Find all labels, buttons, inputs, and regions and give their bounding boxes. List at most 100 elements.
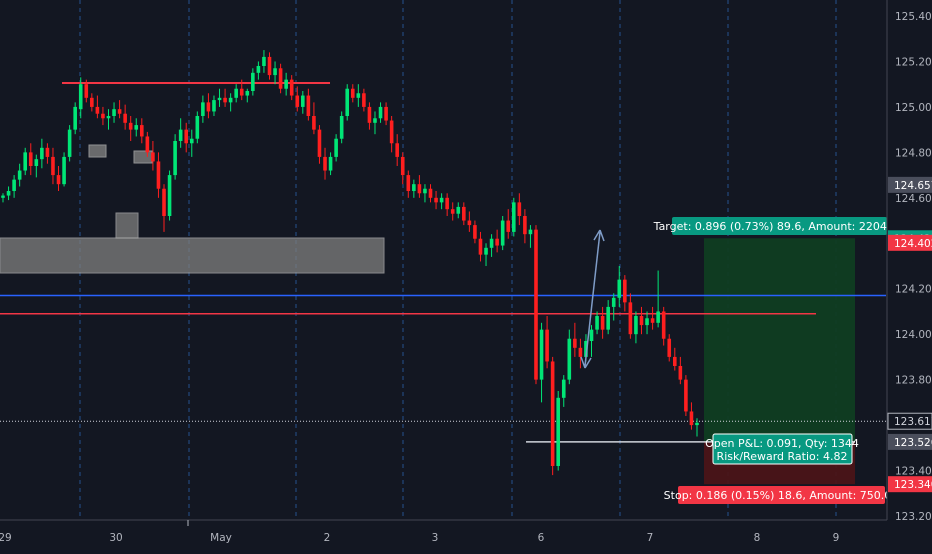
bearish-candle [445, 197, 449, 210]
price-tick-label: 123.400 [895, 466, 932, 478]
price-tick-label: 124.600 [895, 193, 932, 205]
bullish-candle [217, 97, 222, 101]
price-label: 124.657 [894, 180, 932, 192]
bearish-candle [312, 116, 316, 130]
time-tick-label: 3 [432, 532, 439, 544]
bearish-candle [428, 188, 433, 198]
bearish-candle [417, 184, 422, 194]
price-tick-label: 124.200 [895, 284, 932, 296]
bullish-candle [589, 329, 594, 341]
last-price-label-bg [887, 412, 932, 430]
bearish-candle [406, 175, 411, 191]
bearish-candle [689, 411, 694, 426]
bearish-candle [389, 120, 394, 144]
bullish-candle [78, 84, 83, 110]
time-tick-label: 29 [0, 532, 12, 544]
bullish-candle [373, 118, 377, 123]
price-axis[interactable]: 125.400 125.200 125.000 124.800 124.600 124.4… [886, 0, 932, 550]
pnl-label-bg [712, 433, 853, 465]
bearish-candle [350, 88, 355, 98]
bearish-candle [667, 338, 672, 357]
bullish-candle [511, 202, 516, 232]
bullish-candle [284, 79, 288, 89]
bearish-candle [45, 147, 50, 157]
bullish-candle [6, 191, 11, 196]
bearish-candle [56, 175, 61, 185]
bearish-candle [151, 152, 155, 162]
bullish-candle [234, 88, 238, 98]
bearish-candle [573, 338, 577, 348]
price-tick-label: 123.800 [895, 375, 932, 387]
pnl-label-line2: Risk/Reward Ratio: 4.82 [717, 450, 848, 463]
bearish-candle [495, 238, 499, 246]
support-resistance-zones [0, 144, 385, 274]
bearish-candle [623, 279, 627, 303]
time-axis-bg [0, 520, 887, 550]
bearish-candle [506, 220, 511, 232]
bullish-candle [595, 316, 599, 330]
bullish-candle [439, 197, 444, 203]
bearish-candle [628, 302, 633, 335]
bullish-candle [484, 247, 488, 255]
zone-small-box [88, 144, 107, 158]
target-label: Target: 0.896 (0.73%) 89.6, Amount: 2204… [653, 220, 905, 233]
bearish-candle [639, 316, 644, 326]
bullish-candle [617, 279, 622, 298]
arrow-head-bottom [580, 356, 592, 369]
stop-label: Stop: 0.186 (0.15%) 18.6, Amount: 750.02 [664, 489, 899, 502]
bearish-candle [473, 225, 477, 239]
arrow-line [584, 231, 601, 367]
bearish-candle [206, 102, 211, 112]
bearish-candle [239, 88, 244, 96]
time-tick-label: 9 [833, 532, 840, 544]
bullish-candle [301, 95, 305, 107]
bullish-candle [1, 195, 5, 198]
price-axis-bg [887, 0, 932, 550]
price-tick-label: 124.800 [895, 147, 932, 159]
bearish-candle [395, 143, 399, 157]
bearish-candle [661, 311, 666, 339]
price-label: 123.526 [894, 437, 932, 449]
bullish-candle [556, 397, 560, 466]
bearish-candle [600, 316, 605, 330]
bearish-candle [462, 206, 466, 221]
bullish-candle [695, 422, 699, 426]
bearish-candle [28, 152, 33, 166]
bearish-candle [650, 318, 655, 323]
bullish-candle [645, 318, 649, 326]
bullish-candle [345, 88, 350, 116]
bullish-candle [201, 102, 205, 116]
bullish-candle [423, 188, 427, 194]
bullish-candle [606, 306, 610, 330]
price-tick-label: 125.000 [895, 102, 932, 114]
bullish-candle [412, 184, 416, 191]
support-zone-box [0, 237, 385, 274]
bullish-candle [500, 220, 505, 246]
pnl-label-line1: Open P&L: 0.091, Qty: 1344 [705, 437, 859, 450]
bearish-candle [295, 95, 300, 107]
price-tick-label: 125.200 [895, 56, 932, 68]
bullish-candle [173, 141, 177, 176]
bearish-candle [51, 156, 55, 176]
bullish-candle [212, 100, 216, 112]
bearish-candle [117, 109, 122, 114]
zone-small-box [133, 150, 153, 164]
bearish-candle [678, 366, 683, 380]
profit-zone [704, 238, 855, 442]
bullish-candle [73, 106, 77, 130]
bullish-candle [328, 156, 333, 171]
time-axis[interactable]: 29 30 May 2 3 6 7 8 9 [0, 519, 887, 550]
bullish-candle [134, 125, 139, 130]
position-labels: Target: 0.896 (0.73%) 89.6, Amount: 2204… [653, 217, 905, 504]
price-label-bg [888, 234, 932, 251]
bearish-candle [467, 220, 472, 226]
bearish-candle [578, 347, 583, 357]
bullish-candle [634, 316, 638, 335]
bullish-candle [189, 138, 194, 144]
price-tick-label: 125.400 [895, 11, 932, 23]
horizontal-level-lines [0, 82, 886, 422]
price-tick-label: 124.000 [895, 329, 932, 341]
bearish-candle [672, 356, 677, 366]
